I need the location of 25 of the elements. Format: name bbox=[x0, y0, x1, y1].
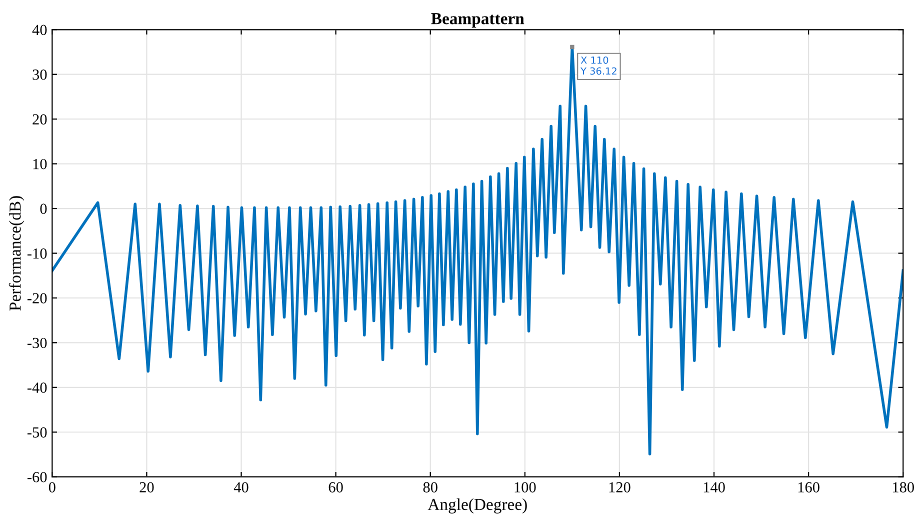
x-tick-label: 20 bbox=[140, 482, 154, 492]
x-tick-label: 140 bbox=[704, 482, 725, 492]
x-axis-title: Angle(Degree) bbox=[428, 498, 527, 514]
y-tick-label: -60 bbox=[27, 472, 47, 482]
x-tick-label: 0 bbox=[48, 482, 56, 492]
y-tick-label: 0 bbox=[40, 204, 47, 214]
x-tick-label: 60 bbox=[328, 482, 343, 492]
y-tick-label: -50 bbox=[27, 427, 47, 438]
x-tick-label: 40 bbox=[234, 482, 248, 492]
x-tick-label: 160 bbox=[798, 482, 820, 492]
annotation: X 110 Y 36.12 bbox=[580, 56, 616, 75]
y-tick-label: -40 bbox=[27, 382, 47, 393]
x-tick-label: 120 bbox=[609, 482, 630, 492]
x-tick-label: 100 bbox=[514, 482, 536, 492]
y-tick-label: -20 bbox=[27, 293, 47, 304]
x-tick-label: 80 bbox=[423, 482, 438, 492]
y-axis-title: Performance(dB) bbox=[8, 196, 24, 311]
y-tick-label: 10 bbox=[33, 158, 47, 170]
y-tick-label: -10 bbox=[27, 248, 47, 259]
x-tick-label: 180 bbox=[892, 482, 914, 492]
chart-title: Beampattern bbox=[431, 13, 524, 28]
y-tick-label: -30 bbox=[27, 338, 47, 348]
y-tick-label: 30 bbox=[32, 70, 47, 80]
y-tick-label: 40 bbox=[32, 24, 47, 36]
y-tick-label: 20 bbox=[32, 114, 47, 125]
